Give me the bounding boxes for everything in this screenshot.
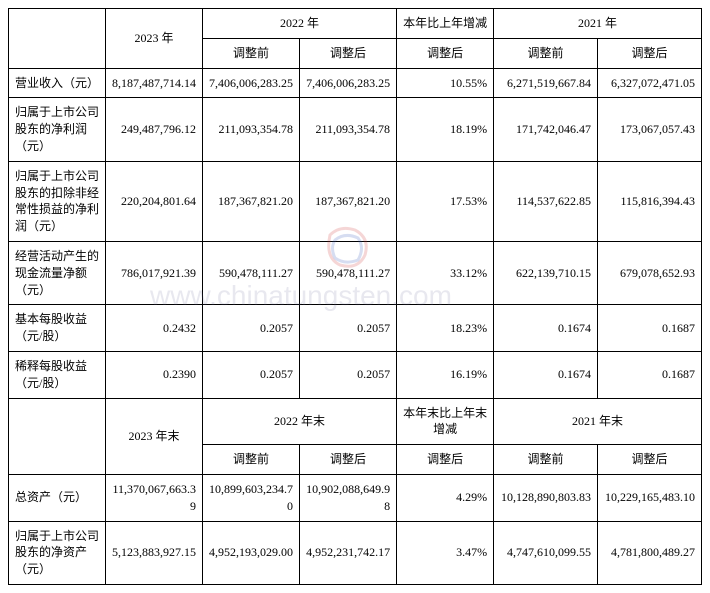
cell-value: 590,478,111.27 bbox=[203, 241, 300, 304]
row-label: 基本每股收益（元/股） bbox=[9, 305, 106, 352]
table-row: 归属于上市公司股东的净利润（元） 249,487,796.12 211,093,… bbox=[9, 98, 702, 161]
table-row: 营业收入（元） 8,187,487,714.14 7,406,006,283.2… bbox=[9, 68, 702, 98]
cell-value: 17.53% bbox=[397, 161, 494, 241]
cell-value: 0.1687 bbox=[598, 305, 702, 352]
header-2022: 2022 年 bbox=[203, 9, 397, 39]
header-change2: 本年末比上年末增减 bbox=[397, 398, 494, 445]
cell-value: 0.1674 bbox=[494, 351, 598, 398]
header-2022-end: 2022 年末 bbox=[203, 398, 397, 445]
header-2021-before: 调整前 bbox=[494, 38, 598, 68]
header-2023: 2023 年 bbox=[106, 9, 203, 69]
table-row: 归属于上市公司股东的净资产（元） 5,123,883,927.15 4,952,… bbox=[9, 521, 702, 584]
cell-value: 6,327,072,471.05 bbox=[598, 68, 702, 98]
header-change1: 本年比上年增减 bbox=[397, 9, 494, 39]
cell-value: 3.47% bbox=[397, 521, 494, 584]
financial-table: 2023 年 2022 年 本年比上年增减 2021 年 调整前 调整后 调整后… bbox=[8, 8, 702, 585]
cell-value: 16.19% bbox=[397, 351, 494, 398]
header-2022e-after: 调整后 bbox=[300, 445, 397, 475]
cell-value: 786,017,921.39 bbox=[106, 241, 203, 304]
cell-value: 114,537,622.85 bbox=[494, 161, 598, 241]
cell-value: 4,747,610,099.55 bbox=[494, 521, 598, 584]
table-row: 基本每股收益（元/股） 0.2432 0.2057 0.2057 18.23% … bbox=[9, 305, 702, 352]
header-change2-after: 调整后 bbox=[397, 445, 494, 475]
cell-value: 187,367,821.20 bbox=[300, 161, 397, 241]
row-label: 营业收入（元） bbox=[9, 68, 106, 98]
cell-value: 7,406,006,283.25 bbox=[300, 68, 397, 98]
table-row: 稀释每股收益（元/股） 0.2390 0.2057 0.2057 16.19% … bbox=[9, 351, 702, 398]
cell-value: 10.55% bbox=[397, 68, 494, 98]
table-row: 经营活动产生的现金流量净额（元） 786,017,921.39 590,478,… bbox=[9, 241, 702, 304]
cell-value: 4,952,193,029.00 bbox=[203, 521, 300, 584]
header-2021: 2021 年 bbox=[494, 9, 702, 39]
cell-value: 187,367,821.20 bbox=[203, 161, 300, 241]
cell-value: 0.2432 bbox=[106, 305, 203, 352]
cell-value: 8,187,487,714.14 bbox=[106, 68, 203, 98]
cell-value: 0.2057 bbox=[300, 305, 397, 352]
header-2021-after: 调整后 bbox=[598, 38, 702, 68]
cell-value: 33.12% bbox=[397, 241, 494, 304]
header-change1-after: 调整后 bbox=[397, 38, 494, 68]
header-2023-end: 2023 年末 bbox=[106, 398, 203, 474]
cell-value: 18.23% bbox=[397, 305, 494, 352]
header-row-1: 2023 年 2022 年 本年比上年增减 2021 年 bbox=[9, 9, 702, 39]
cell-value: 7,406,006,283.25 bbox=[203, 68, 300, 98]
cell-value: 0.2057 bbox=[203, 351, 300, 398]
header-2022-before: 调整前 bbox=[203, 38, 300, 68]
cell-value: 211,093,354.78 bbox=[300, 98, 397, 161]
cell-value: 10,899,603,234.70 bbox=[203, 474, 300, 521]
cell-value: 0.2057 bbox=[300, 351, 397, 398]
header-2021-end: 2021 年末 bbox=[494, 398, 702, 445]
cell-value: 622,139,710.15 bbox=[494, 241, 598, 304]
row-label: 稀释每股收益（元/股） bbox=[9, 351, 106, 398]
header-row-3: 2023 年末 2022 年末 本年末比上年末增减 2021 年末 bbox=[9, 398, 702, 445]
table-row: 归属于上市公司股东的扣除非经常性损益的净利润（元） 220,204,801.64… bbox=[9, 161, 702, 241]
cell-value: 173,067,057.43 bbox=[598, 98, 702, 161]
cell-value: 0.1674 bbox=[494, 305, 598, 352]
header-2022-after: 调整后 bbox=[300, 38, 397, 68]
cell-value: 0.1687 bbox=[598, 351, 702, 398]
cell-value: 249,487,796.12 bbox=[106, 98, 203, 161]
header-2022e-before: 调整前 bbox=[203, 445, 300, 475]
cell-value: 115,816,394.43 bbox=[598, 161, 702, 241]
cell-value: 10,229,165,483.10 bbox=[598, 474, 702, 521]
cell-value: 4,781,800,489.27 bbox=[598, 521, 702, 584]
row-label: 总资产（元） bbox=[9, 474, 106, 521]
row-label: 归属于上市公司股东的净资产（元） bbox=[9, 521, 106, 584]
cell-value: 4.29% bbox=[397, 474, 494, 521]
header-blank bbox=[9, 9, 106, 69]
cell-value: 10,128,890,803.83 bbox=[494, 474, 598, 521]
cell-value: 0.2390 bbox=[106, 351, 203, 398]
cell-value: 220,204,801.64 bbox=[106, 161, 203, 241]
row-label: 经营活动产生的现金流量净额（元） bbox=[9, 241, 106, 304]
cell-value: 211,093,354.78 bbox=[203, 98, 300, 161]
header-2021e-after: 调整后 bbox=[598, 445, 702, 475]
row-label: 归属于上市公司股东的扣除非经常性损益的净利润（元） bbox=[9, 161, 106, 241]
cell-value: 4,952,231,742.17 bbox=[300, 521, 397, 584]
cell-value: 11,370,067,663.39 bbox=[106, 474, 203, 521]
cell-value: 18.19% bbox=[397, 98, 494, 161]
cell-value: 0.2057 bbox=[203, 305, 300, 352]
row-label: 归属于上市公司股东的净利润（元） bbox=[9, 98, 106, 161]
table-row: 总资产（元） 11,370,067,663.39 10,899,603,234.… bbox=[9, 474, 702, 521]
cell-value: 679,078,652.93 bbox=[598, 241, 702, 304]
cell-value: 590,478,111.27 bbox=[300, 241, 397, 304]
header-blank-2 bbox=[9, 398, 106, 474]
cell-value: 10,902,088,649.98 bbox=[300, 474, 397, 521]
header-2021e-before: 调整前 bbox=[494, 445, 598, 475]
cell-value: 5,123,883,927.15 bbox=[106, 521, 203, 584]
cell-value: 171,742,046.47 bbox=[494, 98, 598, 161]
cell-value: 6,271,519,667.84 bbox=[494, 68, 598, 98]
